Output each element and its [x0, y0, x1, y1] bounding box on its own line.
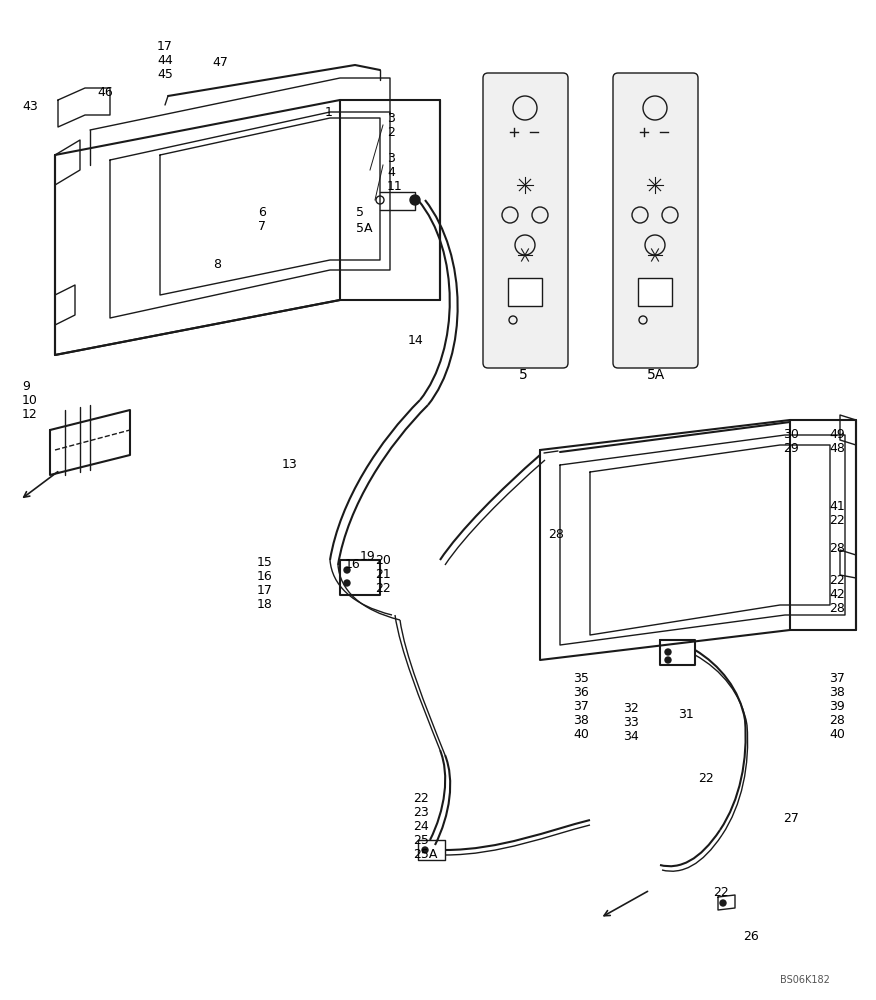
- Text: 27: 27: [783, 812, 799, 824]
- Text: 38: 38: [573, 714, 589, 726]
- Text: 20: 20: [375, 554, 391, 566]
- Circle shape: [665, 657, 671, 663]
- Text: 42: 42: [829, 587, 844, 600]
- Text: 37: 37: [573, 700, 589, 712]
- Text: 19: 19: [360, 550, 376, 562]
- Text: 1: 1: [325, 105, 333, 118]
- Bar: [638, 278, 672, 306]
- Text: 7: 7: [258, 220, 266, 232]
- Text: 31: 31: [678, 708, 694, 722]
- Text: 41: 41: [829, 500, 844, 514]
- Text: 29: 29: [783, 442, 799, 456]
- Text: 26: 26: [743, 930, 759, 942]
- Text: 44: 44: [157, 54, 173, 68]
- Text: 6: 6: [258, 207, 266, 220]
- Text: 22: 22: [829, 574, 844, 586]
- Text: 15: 15: [257, 556, 273, 570]
- Text: 13: 13: [282, 458, 298, 472]
- Text: 21: 21: [375, 568, 391, 580]
- Text: 46: 46: [97, 87, 113, 100]
- Text: 32: 32: [623, 702, 639, 714]
- Text: 16: 16: [257, 570, 272, 584]
- Text: 37: 37: [829, 672, 844, 684]
- Text: 14: 14: [408, 334, 424, 347]
- Text: 10: 10: [22, 394, 38, 408]
- FancyBboxPatch shape: [483, 73, 568, 368]
- Text: 25A: 25A: [413, 848, 437, 860]
- Text: BS06K182: BS06K182: [781, 975, 830, 985]
- Text: 28: 28: [829, 601, 844, 614]
- Text: 2: 2: [387, 126, 395, 139]
- Text: 18: 18: [257, 598, 273, 611]
- Text: 34: 34: [623, 730, 639, 742]
- Text: 47: 47: [212, 56, 228, 70]
- Text: 40: 40: [829, 728, 844, 740]
- Text: 36: 36: [573, 686, 589, 698]
- Circle shape: [344, 567, 350, 573]
- Text: 5: 5: [356, 207, 364, 220]
- Text: 12: 12: [22, 408, 38, 422]
- Text: 43: 43: [22, 101, 38, 113]
- Text: 28: 28: [548, 528, 564, 542]
- Text: 22: 22: [375, 582, 391, 594]
- Text: 35: 35: [573, 672, 589, 684]
- Bar: [508, 278, 542, 306]
- Circle shape: [720, 900, 726, 906]
- Text: 28: 28: [829, 714, 844, 726]
- Text: 16: 16: [345, 558, 361, 572]
- Text: 40: 40: [573, 728, 589, 740]
- Text: 5A: 5A: [647, 368, 665, 382]
- FancyBboxPatch shape: [613, 73, 698, 368]
- Text: 39: 39: [829, 700, 844, 712]
- Text: 3: 3: [387, 112, 395, 125]
- Text: 30: 30: [783, 428, 799, 442]
- Text: 45: 45: [157, 68, 173, 82]
- Text: 38: 38: [829, 686, 844, 698]
- Text: 22: 22: [698, 772, 714, 784]
- Text: 17: 17: [157, 40, 173, 53]
- Text: 23: 23: [413, 806, 428, 818]
- Circle shape: [422, 847, 428, 853]
- Text: 4: 4: [387, 165, 395, 178]
- Text: 25: 25: [413, 834, 429, 846]
- Circle shape: [410, 195, 420, 205]
- Text: 5A: 5A: [356, 222, 372, 234]
- Text: 8: 8: [213, 258, 221, 271]
- Text: 17: 17: [257, 584, 273, 597]
- Text: 3: 3: [387, 151, 395, 164]
- Text: 49: 49: [829, 428, 844, 442]
- Circle shape: [344, 580, 350, 586]
- Text: 22: 22: [413, 792, 428, 804]
- Text: 22: 22: [713, 886, 729, 900]
- Text: 33: 33: [623, 716, 639, 728]
- Text: 11: 11: [387, 180, 403, 192]
- Text: 5: 5: [519, 368, 527, 382]
- Text: 9: 9: [22, 380, 30, 393]
- Text: 22: 22: [829, 514, 844, 528]
- Text: 24: 24: [413, 820, 428, 832]
- Text: 28: 28: [829, 542, 844, 554]
- Circle shape: [665, 649, 671, 655]
- Text: 48: 48: [829, 442, 844, 456]
